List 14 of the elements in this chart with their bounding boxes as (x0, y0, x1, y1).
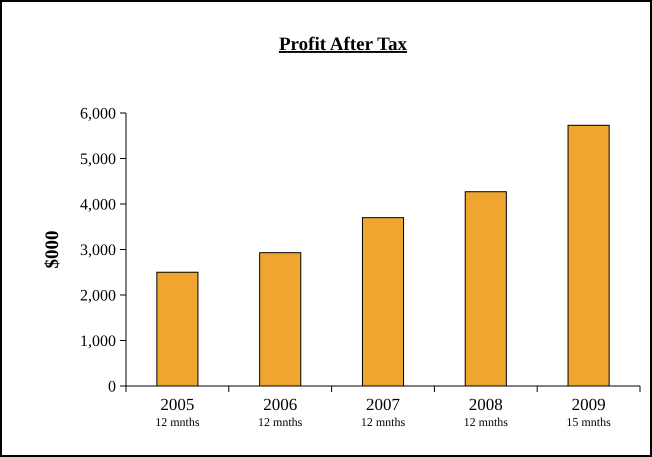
x-tick-label: 2007 12 mnths (360, 395, 406, 429)
x-tick-label: 2005 12 mnths (155, 395, 200, 429)
y-axis-title: $000 (42, 230, 63, 268)
chart-title: Profit After Tax (278, 34, 408, 55)
x-tick-label: 2006 12 mnths (258, 395, 303, 429)
y-tick-label: 5,000 (80, 151, 116, 168)
x-tick-label: 2009 15 mnths (566, 395, 612, 429)
y-tick-label: 6,000 (80, 106, 116, 123)
y-tick-label: 1,000 (80, 333, 116, 350)
y-tick-label: 4,000 (80, 196, 116, 214)
y-tick-label: 0 (108, 378, 116, 396)
y-tick-label: 3,000 (80, 242, 116, 260)
y-tick-label: 2,000 (80, 288, 116, 305)
x-tick-label: 2008 12 mnths (464, 395, 508, 429)
